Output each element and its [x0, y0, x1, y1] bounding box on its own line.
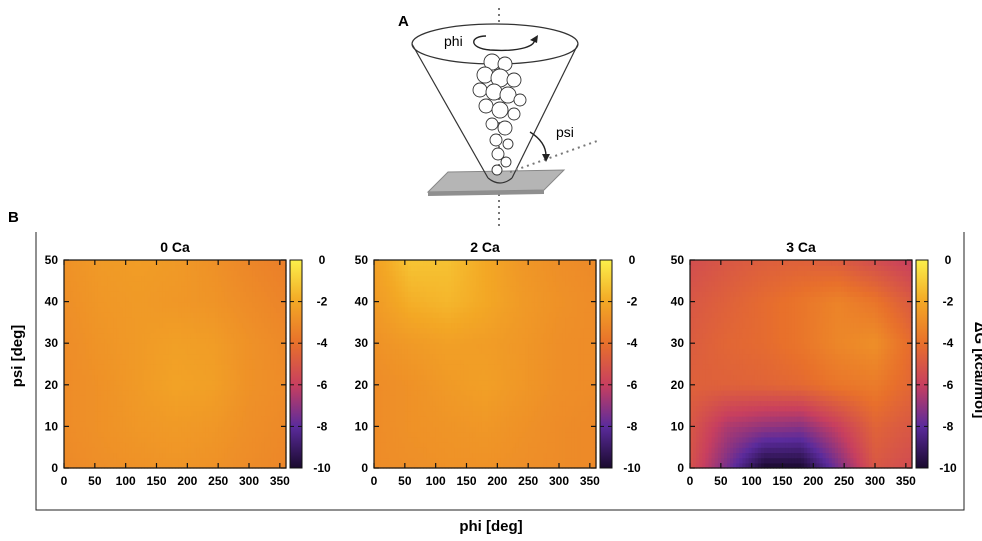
psi-arrowhead: [542, 154, 550, 162]
x-tick-label: 350: [270, 474, 290, 488]
x-tick-label: 200: [177, 474, 197, 488]
heatmap-panels: 0 Ca 0 50 100 150 200 250 300 350 0 10 20 30 40 50 0 -2 -…: [45, 239, 957, 488]
x-tick-label: 0: [61, 474, 68, 488]
panel-b-label: B: [8, 209, 19, 226]
colorbar: [290, 260, 302, 468]
x-tick-label: 50: [88, 474, 102, 488]
y-tick-label: 0: [51, 461, 58, 475]
phi-label: phi: [444, 33, 463, 49]
colorbar-tick-label: -6: [317, 378, 328, 392]
psi-label: psi: [556, 124, 574, 140]
y-tick-label: 50: [45, 253, 59, 267]
x-tick-label: 300: [239, 474, 259, 488]
protein-structure: [473, 54, 526, 175]
y-tick-label: 10: [45, 419, 59, 433]
x-tick-label: 150: [146, 474, 166, 488]
y-tick-label: 20: [45, 378, 59, 392]
schematic: A phi psi: [398, 8, 600, 228]
panel-title: 0 Ca: [160, 239, 190, 255]
y-tick-label: 40: [45, 295, 59, 309]
x-tick-label: 100: [116, 474, 136, 488]
colorbar-tick-label: -4: [317, 336, 328, 350]
panel-title: 2 Ca: [470, 239, 500, 255]
colorbar-label: ΔG [kcal/mol]: [971, 322, 982, 419]
x-axis-label: phi [deg]: [459, 518, 522, 535]
y-tick-label: 30: [45, 336, 59, 350]
colorbar-tick-label: -10: [313, 461, 331, 475]
heatmap-panel: 0 Ca 0 50 100 150 200 250 300 350 0 10 20 30 40 50 0 -2 -…: [45, 239, 331, 488]
y-axis-label: psi [deg]: [9, 325, 26, 388]
x-tick-label: 250: [208, 474, 228, 488]
colorbar-tick-label: -2: [317, 295, 328, 309]
colorbar-tick-label: 0: [319, 253, 326, 267]
colorbar-tick-label: -8: [317, 419, 328, 433]
panel-a-label: A: [398, 13, 409, 30]
